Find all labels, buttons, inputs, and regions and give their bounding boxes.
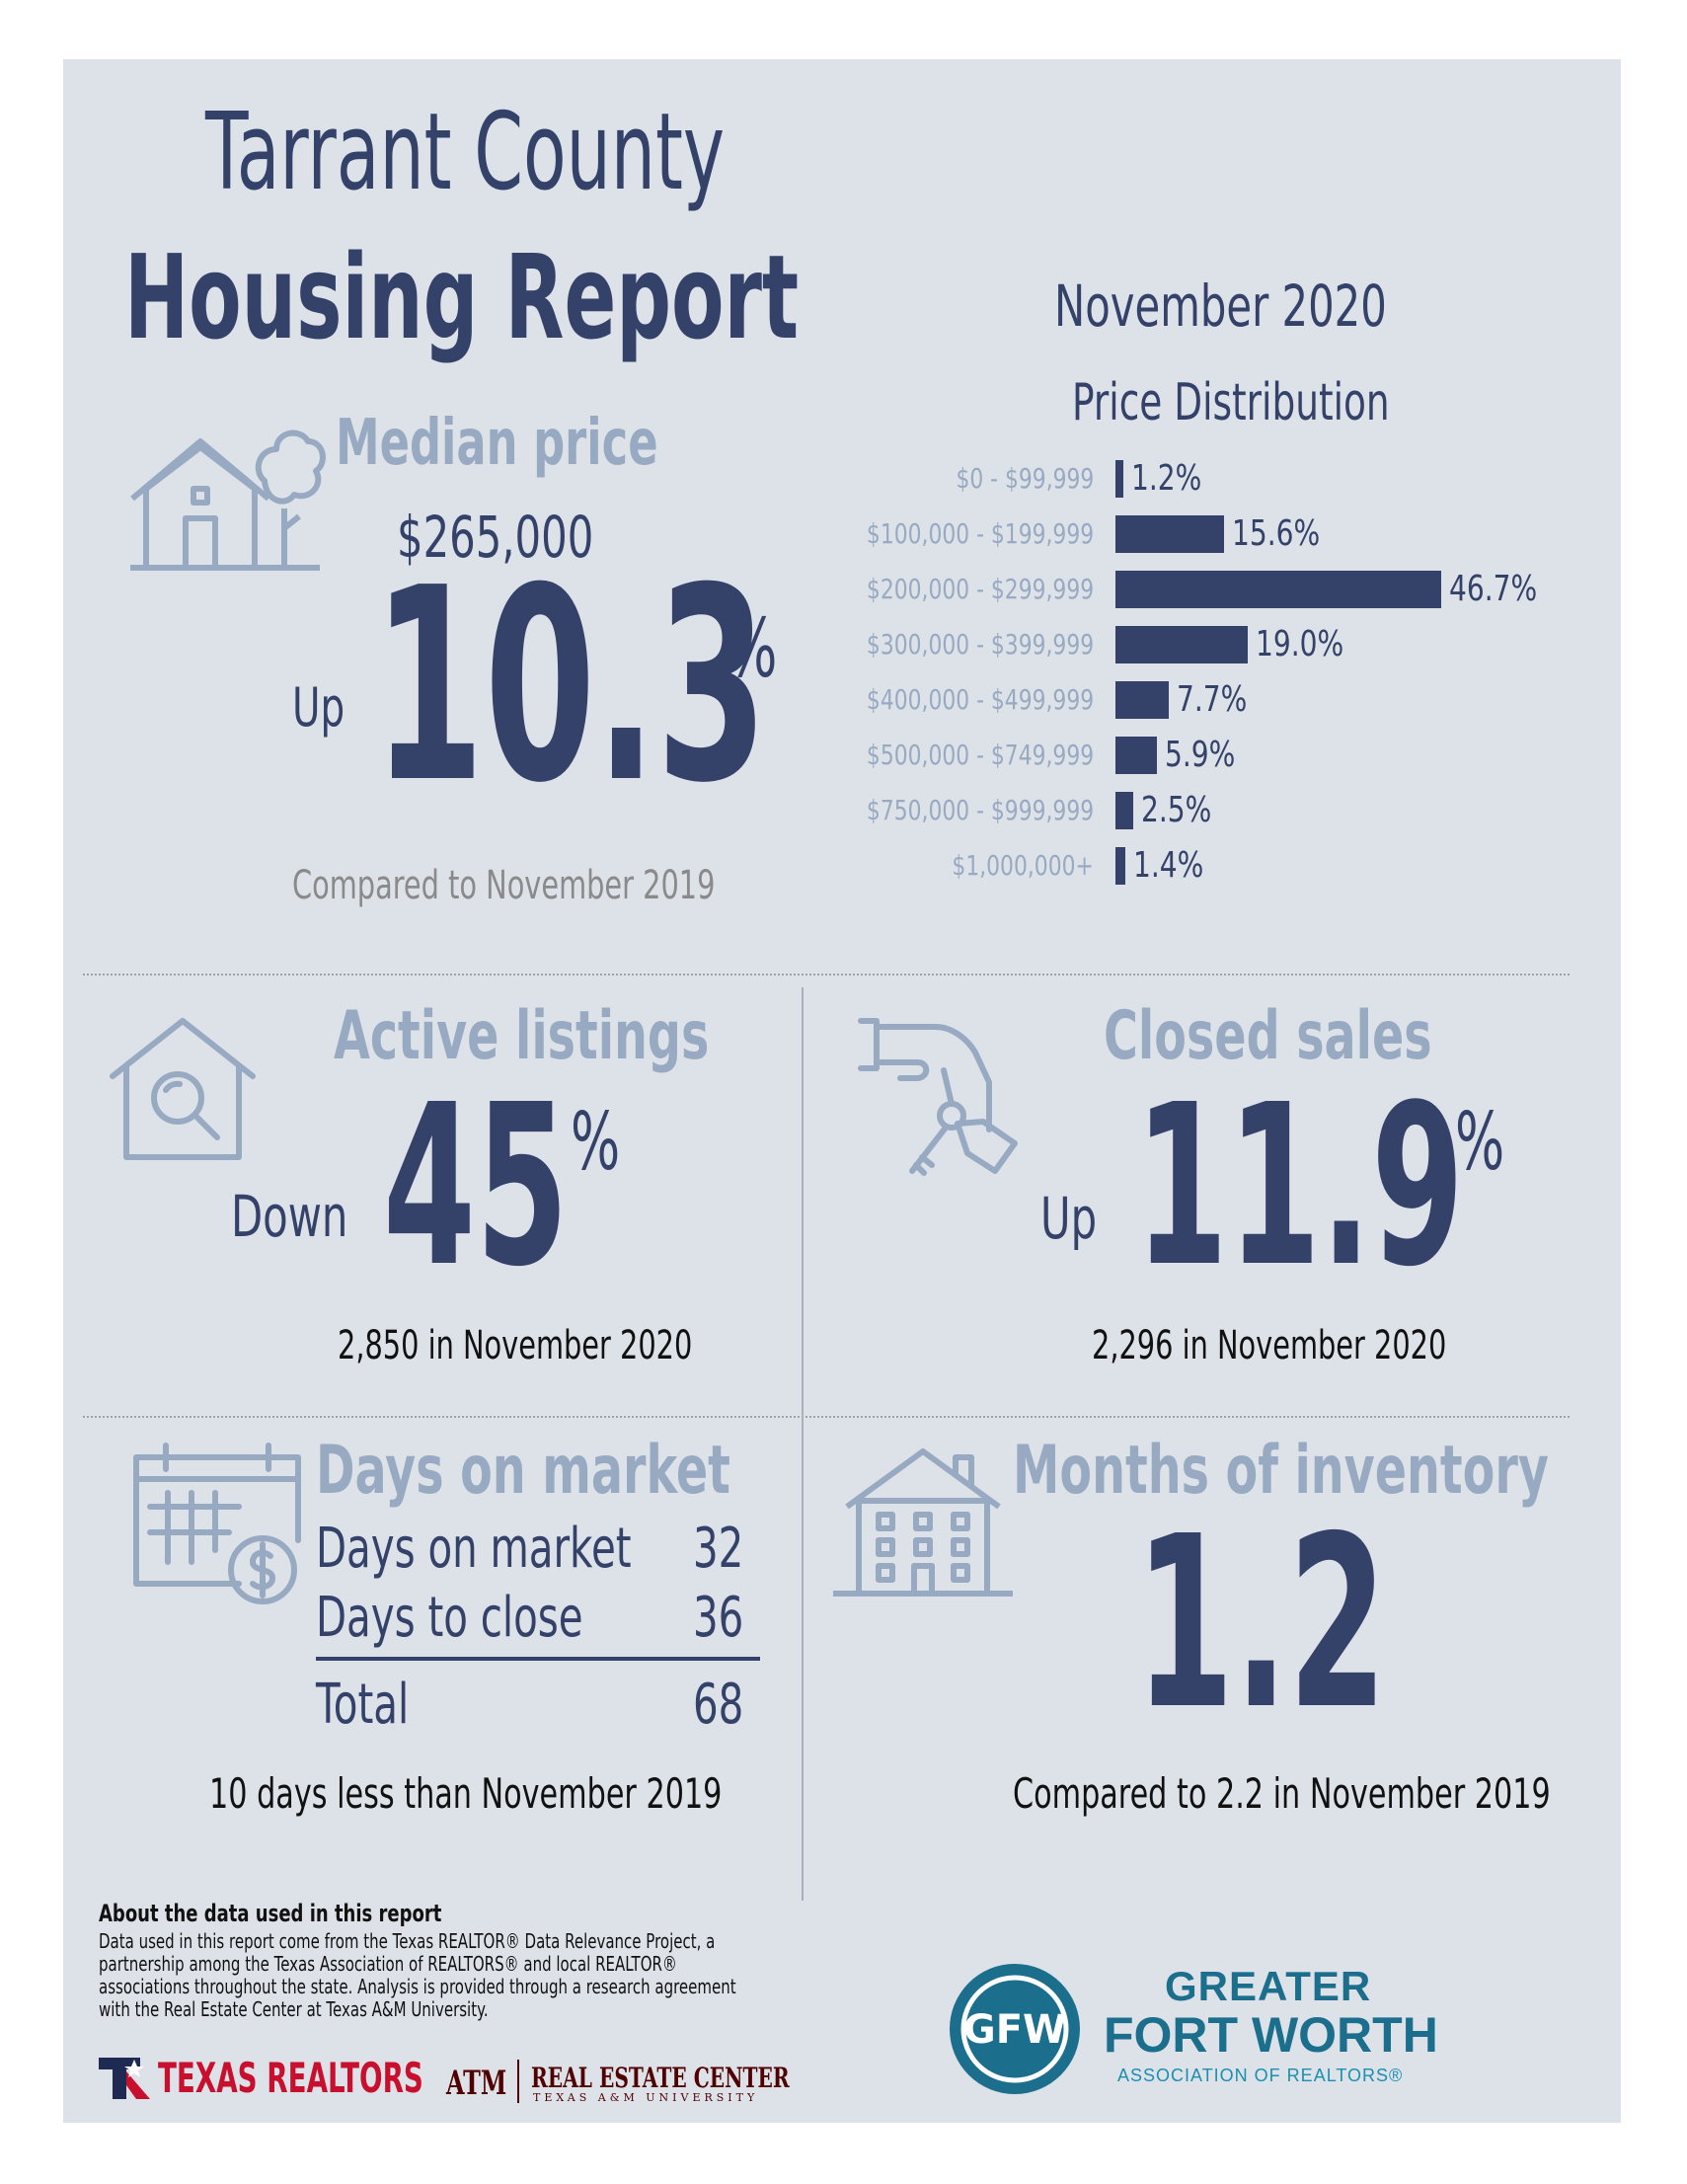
inventory-value: 1.2: [1135, 1485, 1388, 1761]
active-percent: %: [571, 1096, 621, 1188]
bar-value-label: 2.5%: [1140, 790, 1212, 830]
bar-category-label: $750,000 - $999,999: [866, 794, 1094, 826]
chart-title: Price Distribution: [1072, 373, 1390, 432]
median-percent: %: [727, 602, 778, 696]
dom-row-2-label: Days to close: [316, 1586, 583, 1650]
closed-note: 2,296 in November 2020: [1092, 1323, 1447, 1368]
bar: [1115, 737, 1157, 774]
house-search-icon: [110, 1018, 256, 1160]
house-tree-icon: [130, 429, 326, 571]
hand-key-icon: [858, 1018, 1018, 1176]
divider-middle: [83, 1416, 1570, 1418]
bar-category-label: $200,000 - $299,999: [866, 573, 1094, 605]
active-note: 2,850 in November 2020: [338, 1323, 693, 1368]
bar-value-label: 19.0%: [1256, 624, 1344, 664]
bar-value-label: 7.7%: [1177, 679, 1248, 720]
bar-category-label: $300,000 - $399,999: [866, 628, 1094, 661]
bar-category-label: $500,000 - $749,999: [866, 739, 1094, 771]
bar: [1115, 792, 1133, 829]
median-change: 10.3: [373, 530, 768, 841]
title-line2: Housing Report: [124, 229, 800, 365]
texas-realtors-mark-icon: [99, 2058, 150, 2099]
inventory-note: Compared to 2.2 in November 2019: [1013, 1769, 1551, 1818]
dom-total-rule: [316, 1657, 760, 1661]
about-line-1: Data used in this report come from the T…: [99, 1929, 716, 1953]
closed-heading: Closed sales: [1104, 997, 1432, 1075]
about-line-3: associations throughout the state. Analy…: [99, 1975, 736, 1998]
median-note: Compared to November 2019: [292, 863, 716, 908]
closed-change: 11.9: [1135, 1057, 1465, 1316]
bar-value-label: 5.9%: [1164, 735, 1236, 775]
report-panel: [63, 59, 1621, 2123]
closed-percent: %: [1455, 1096, 1505, 1188]
inventory-heading: Months of inventory: [1013, 1432, 1549, 1510]
divider-vertical: [802, 987, 804, 1901]
median-price: $265,000: [397, 504, 594, 571]
bar-category-label: $400,000 - $499,999: [866, 683, 1094, 716]
gfw-line2: FORT WORTH: [1104, 2007, 1438, 2063]
calendar-dollar-icon: [133, 1443, 301, 1604]
bar-category-label: $1,000,000+: [952, 849, 1094, 882]
divider-top: [83, 974, 1570, 975]
bar-value-label: 1.4%: [1132, 845, 1204, 886]
bar: [1115, 626, 1249, 663]
bar: [1115, 460, 1124, 498]
about-heading: About the data used in this report: [99, 1900, 442, 1927]
rec-mark-logo: ATM: [446, 2064, 507, 2103]
bar: [1115, 681, 1170, 719]
bar-category-label: $0 - $99,999: [956, 462, 1094, 495]
about-line-2: partnership among the Texas Association …: [99, 1952, 677, 1976]
active-heading: Active listings: [334, 997, 710, 1075]
bar-value-label: 1.2%: [1131, 458, 1202, 499]
active-change: 45: [383, 1057, 569, 1316]
texas-realtors-logo: TEXAS REALTORS: [158, 2054, 423, 2102]
gfw-emblem-icon: GFW: [950, 1964, 1080, 2094]
rec-sub-logo: TEXAS A&M UNIVERSITY: [533, 2091, 759, 2104]
dom-total-label: Total: [316, 1673, 410, 1737]
dom-row-2-value: 36: [693, 1586, 744, 1650]
gfw-line3: ASSOCIATION OF REALTORS®: [1117, 2066, 1404, 2085]
title-line1: Tarrant County: [205, 91, 726, 214]
dom-note: 10 days less than November 2019: [209, 1769, 723, 1818]
bar: [1115, 571, 1441, 608]
bar-category-label: $100,000 - $199,999: [866, 517, 1094, 550]
dom-heading: Days on market: [316, 1432, 730, 1510]
rec-divider: [517, 2060, 519, 2103]
price-distribution-chart: $0 - $99,999 1.2% $100,000 - $199,999 15.6%…: [849, 458, 1540, 895]
period-label: November 2020: [1054, 273, 1387, 340]
bar-value-label: 15.6%: [1232, 513, 1321, 554]
about-line-4: with the Real Estate Center at Texas A&M…: [99, 1997, 489, 2021]
bar: [1115, 515, 1225, 553]
bar-value-label: 46.7%: [1449, 569, 1538, 609]
gfw-line1: GREATER: [1165, 1963, 1372, 2009]
dom-row-1-label: Days on market: [316, 1517, 632, 1581]
rec-name-logo: REAL ESTATE CENTER: [531, 2062, 790, 2094]
gfw-emblem-text: GFW: [963, 2007, 1066, 2053]
median-direction: Up: [292, 676, 345, 739]
dom-total-value: 68: [693, 1673, 744, 1737]
closed-direction: Up: [1040, 1185, 1098, 1252]
bar: [1115, 847, 1125, 885]
median-heading: Median price: [336, 407, 658, 480]
active-direction: Down: [231, 1183, 348, 1250]
building-icon: [833, 1448, 1013, 1597]
dom-row-1-value: 32: [693, 1517, 744, 1581]
